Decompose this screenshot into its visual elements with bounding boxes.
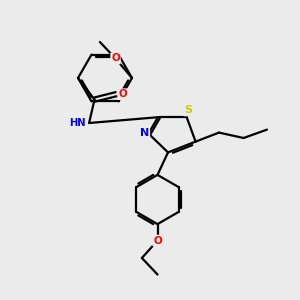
Text: O: O [153,236,162,246]
Text: N: N [140,128,149,138]
Text: HN: HN [69,118,86,128]
Text: O: O [118,89,127,99]
Text: S: S [184,105,192,116]
Text: O: O [111,53,120,64]
